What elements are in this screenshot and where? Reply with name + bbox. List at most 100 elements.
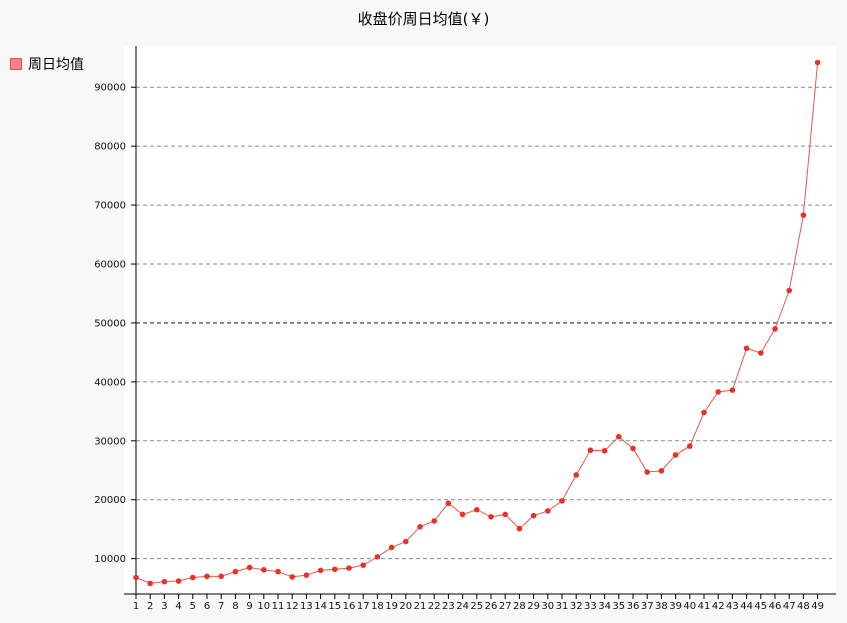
- data-point: [658, 468, 665, 474]
- x-tick-label: 27: [499, 601, 512, 612]
- x-tick-label: 40: [683, 601, 696, 612]
- x-tick-label: 3: [161, 601, 167, 612]
- data-point: [616, 433, 622, 440]
- y-tick-label: 80000: [94, 142, 126, 153]
- data-point: [772, 326, 778, 332]
- x-tick-label: 2: [147, 601, 153, 612]
- data-point: [317, 567, 324, 574]
- data-point: [232, 568, 239, 575]
- data-point: [758, 350, 764, 356]
- legend-swatch: [10, 58, 22, 70]
- data-point: [488, 514, 494, 520]
- y-tick-label: 30000: [94, 436, 126, 447]
- grid: [136, 86, 832, 560]
- y-tick-label: 50000: [94, 318, 126, 329]
- data-point: [573, 472, 579, 478]
- x-tick-label: 26: [485, 601, 498, 612]
- data-point: [218, 573, 224, 580]
- x-tick-label: 8: [232, 601, 238, 612]
- x-tick-label: 25: [470, 601, 483, 612]
- x-tick-label: 28: [513, 601, 526, 612]
- data-point: [786, 287, 792, 294]
- data-point: [459, 511, 466, 518]
- x-tick-label: 34: [598, 601, 611, 612]
- x-tick-label: 9: [246, 601, 252, 612]
- x-tick-label: 29: [527, 601, 540, 612]
- data-point: [474, 506, 480, 513]
- data-point: [814, 59, 821, 66]
- data-point: [644, 469, 650, 475]
- x-tick-label: 16: [343, 601, 356, 612]
- x-tick-label: 47: [783, 601, 796, 612]
- data-point: [346, 565, 352, 571]
- data-point: [701, 409, 707, 416]
- x-tick-label: 14: [314, 601, 327, 612]
- data-point: [715, 389, 721, 395]
- data-point: [687, 443, 693, 449]
- data-point: [403, 538, 409, 545]
- data-point: [190, 574, 196, 581]
- data-point: [161, 578, 168, 585]
- x-tick-label: 6: [204, 601, 210, 612]
- data-point: [530, 512, 537, 519]
- data-point: [502, 511, 509, 518]
- x-tick-label: 11: [272, 601, 285, 612]
- x-tick-label: 48: [797, 601, 810, 612]
- x-tick-label: 35: [612, 601, 625, 612]
- data-point: [388, 544, 395, 551]
- x-tick-label: 44: [740, 601, 753, 612]
- data-point: [601, 448, 608, 454]
- x-tick-label: 43: [726, 601, 739, 612]
- plot-area: [124, 46, 836, 594]
- x-tick-label: 46: [769, 601, 782, 612]
- y-tick-label: 20000: [94, 495, 126, 506]
- x-tick-label: 37: [641, 601, 654, 612]
- data-point: [729, 387, 736, 393]
- data-point: [516, 525, 523, 532]
- x-tick-label: 5: [190, 601, 196, 612]
- data-point: [175, 578, 182, 584]
- data-point: [246, 564, 253, 571]
- data-point: [417, 524, 423, 530]
- x-tick-label: 24: [456, 601, 469, 612]
- x-tick-label: 42: [712, 601, 725, 612]
- x-tick-label: 7: [218, 601, 224, 612]
- x-tick-label: 15: [328, 601, 341, 612]
- data-point: [332, 566, 338, 573]
- x-tick-label: 13: [300, 601, 313, 612]
- data-point: [275, 568, 281, 575]
- data-point: [431, 518, 438, 524]
- chart-title: 收盘价周日均值(￥): [357, 10, 490, 28]
- x-tick-label: 33: [584, 601, 597, 612]
- data-point: [360, 562, 367, 568]
- data-point: [303, 572, 310, 578]
- x-tick-label: 1: [133, 601, 139, 612]
- x-tick-label: 39: [669, 601, 682, 612]
- y-tick-label: 40000: [94, 377, 126, 388]
- y-tick-label: 10000: [94, 554, 126, 565]
- data-point: [445, 500, 452, 507]
- x-tick-label: 49: [811, 601, 824, 612]
- legend: 周日均值: [10, 54, 84, 74]
- data-point: [545, 508, 551, 514]
- x-tick-label: 22: [428, 601, 441, 612]
- x-tick-label: 18: [371, 601, 384, 612]
- x-tick-label: 10: [257, 601, 270, 612]
- x-tick-label: 31: [556, 601, 569, 612]
- data-point: [743, 345, 750, 352]
- data-point: [672, 452, 679, 458]
- data-point: [289, 574, 296, 580]
- y-tick-label: 70000: [94, 201, 126, 212]
- x-tick-label: 12: [286, 601, 299, 612]
- x-tick-label: 45: [754, 601, 767, 612]
- x-tick-label: 21: [414, 601, 427, 612]
- data-point: [800, 212, 807, 218]
- x-tick-label: 32: [570, 601, 583, 612]
- data-point: [204, 573, 210, 580]
- y-tick-label: 90000: [94, 83, 126, 94]
- x-tick-label: 19: [385, 601, 398, 612]
- y-tick-label: 60000: [94, 260, 126, 271]
- y-axis-ticks: 10000 20000 30000 40000 50000 60000 70000 80000…: [94, 83, 136, 565]
- x-tick-label: 20: [399, 601, 412, 612]
- x-tick-label: 30: [541, 601, 554, 612]
